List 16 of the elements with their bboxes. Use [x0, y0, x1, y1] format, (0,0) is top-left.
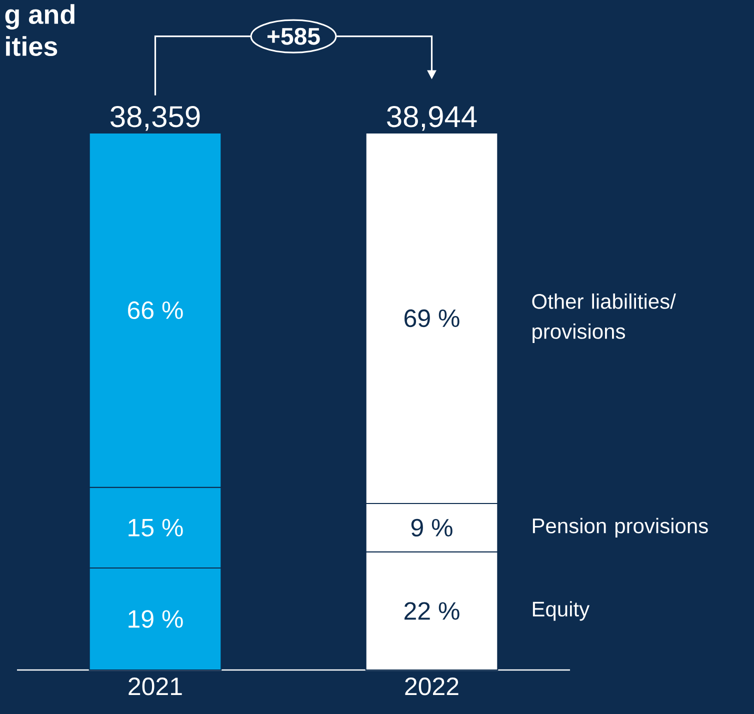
text: ities [6, 36, 58, 56]
annotation: 38,359 [110, 106, 200, 131]
series-label: Other liabilities/ provisions [532, 293, 676, 344]
data-label: 66 % [128, 301, 183, 320]
data-label: 15 % [128, 518, 183, 536]
data-label: 69 % [404, 309, 460, 328]
x-tick-label: 2021 [128, 678, 182, 696]
text: +585 [267, 28, 320, 45]
annotation: 38,944 [387, 106, 477, 131]
series-label: Pension provisions [532, 518, 708, 538]
data-label: 9 % [411, 518, 452, 537]
data-label: 22 % [404, 602, 460, 620]
series-label: Equity [532, 601, 590, 621]
x-tick-label: 2022 [405, 678, 458, 696]
data-label: 19 % [128, 610, 183, 628]
text: g and [5, 4, 74, 30]
